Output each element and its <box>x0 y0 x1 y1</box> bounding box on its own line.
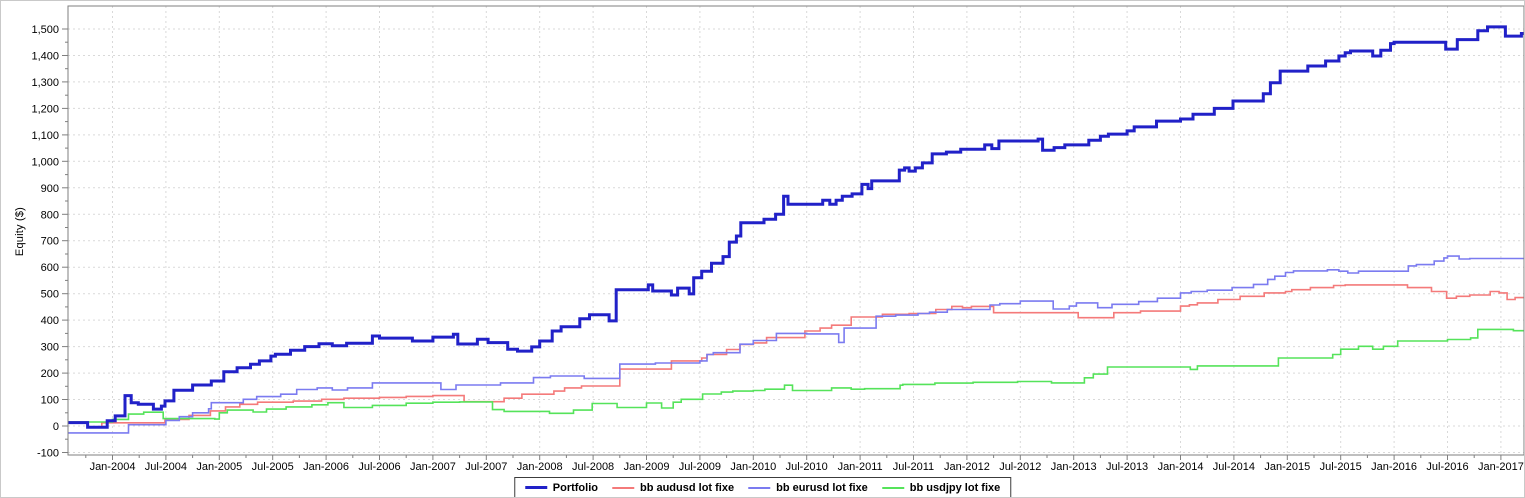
legend-item-bb-usdjpy-lot-fixe[interactable]: bb usdjpy lot fixe <box>881 481 1001 494</box>
y-tick-label: 800 <box>41 209 59 221</box>
series-portfolio-line <box>68 25 1524 429</box>
series-bb-eurusd-lot-fixe-line <box>68 255 1524 434</box>
x-tick-label: Jul-2008 <box>572 461 614 473</box>
y-tick-label: 1,500 <box>31 24 59 36</box>
y-tick-label: 300 <box>41 342 59 354</box>
y-tick-label: 100 <box>41 395 59 407</box>
x-tick-label: Jan-2005 <box>196 461 242 473</box>
y-tick-label: 600 <box>41 262 59 274</box>
y-axis-title: Equity ($) <box>14 207 26 257</box>
legend-item-portfolio[interactable]: Portfolio <box>524 481 598 494</box>
y-tick-label: 200 <box>41 368 59 380</box>
grid-lines <box>68 6 1524 455</box>
y-tick-label: 1,400 <box>31 51 59 63</box>
axis-ticks <box>62 28 1502 460</box>
x-tick-label: Jul-2016 <box>1426 461 1468 473</box>
x-tick-label: Jul-2009 <box>679 461 721 473</box>
y-tick-label: 500 <box>41 289 59 301</box>
y-tick-label: 900 <box>41 183 59 195</box>
legend-label: bb usdjpy lot fixe <box>909 481 1001 494</box>
y-tick-label: -100 <box>37 448 59 460</box>
x-tick-label: Jan-2004 <box>90 461 136 473</box>
chart-legend: Portfolio bb audusd lot fixe bb eurusd lot… <box>513 477 1012 497</box>
y-tick-label: 0 <box>53 421 59 433</box>
x-tick-label: Jul-2010 <box>786 461 828 473</box>
axis-labels: -100 0 100 200 300 400 500 600 700 800 900 1,000 1,1… <box>31 24 1523 473</box>
x-tick-label: Jan-2016 <box>1371 461 1417 473</box>
x-tick-label: Jul-2011 <box>893 461 934 473</box>
y-tick-label: 1,200 <box>31 103 59 115</box>
x-tick-label: Jan-2017 <box>1478 461 1524 473</box>
x-tick-label: Jul-2004 <box>145 461 187 473</box>
legend-line-swatch <box>748 486 771 489</box>
x-tick-label: Jan-2009 <box>624 461 670 473</box>
x-tick-label: Jul-2012 <box>999 461 1041 473</box>
y-tick-label: 1,300 <box>31 77 59 89</box>
x-tick-label: Jul-2006 <box>358 461 400 473</box>
plot-border <box>67 5 1524 456</box>
x-tick-label: Jan-2010 <box>730 461 776 473</box>
x-tick-label: Jul-2014 <box>1213 461 1255 473</box>
y-tick-label: 400 <box>41 315 59 327</box>
y-tick-label: 1,100 <box>31 130 59 142</box>
x-tick-label: Jul-2005 <box>252 461 294 473</box>
x-tick-label: Jan-2015 <box>1264 461 1310 473</box>
series-bb-usdjpy-lot-fixe-line <box>68 328 1524 423</box>
x-tick-label: Jan-2006 <box>303 461 349 473</box>
series-group <box>68 25 1524 434</box>
legend-label: bb eurusd lot fixe <box>776 481 868 494</box>
y-tick-label: 1,000 <box>31 156 59 168</box>
x-tick-label: Jul-2007 <box>465 461 507 473</box>
x-tick-label: Jan-2007 <box>410 461 456 473</box>
x-tick-label: Jan-2013 <box>1051 461 1097 473</box>
legend-label: Portfolio <box>552 481 598 494</box>
series-bb-audusd-lot-fixe-line <box>68 284 1524 429</box>
legend-item-bb-audusd-lot-fixe[interactable]: bb audusd lot fixe <box>611 481 735 494</box>
legend-line-swatch <box>881 486 904 489</box>
x-tick-label: Jan-2008 <box>517 461 563 473</box>
legend-line-swatch <box>524 486 547 489</box>
x-tick-label: Jul-2015 <box>1320 461 1362 473</box>
legend-line-swatch <box>611 486 634 489</box>
x-tick-label: Jan-2014 <box>1158 461 1204 473</box>
y-tick-label: 700 <box>41 236 59 248</box>
x-tick-label: Jan-2012 <box>944 461 990 473</box>
legend-item-bb-eurusd-lot-fixe[interactable]: bb eurusd lot fixe <box>748 482 868 494</box>
x-tick-label: Jan-2011 <box>838 461 883 473</box>
legend-label: bb audusd lot fixe <box>639 481 735 494</box>
x-tick-label: Jul-2013 <box>1106 461 1148 473</box>
